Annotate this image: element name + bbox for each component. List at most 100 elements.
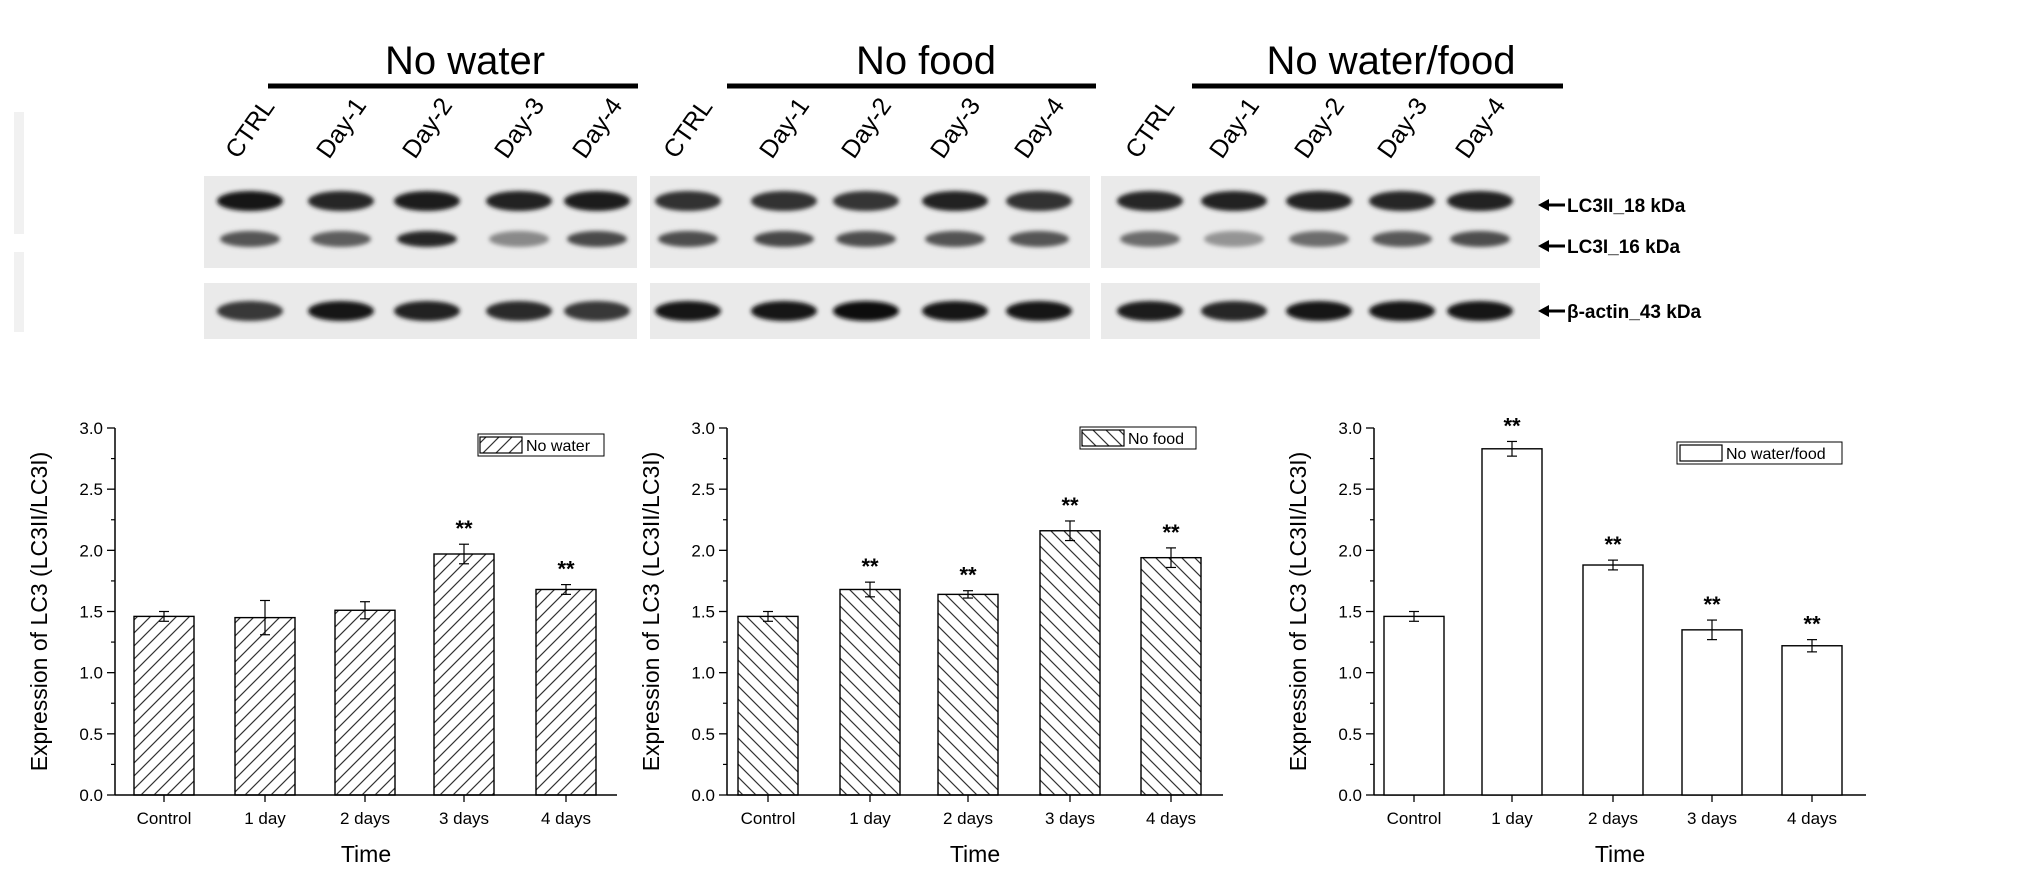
blot-band-lc3i [754,231,814,247]
y-tick-label: 1.5 [79,603,103,622]
bar [839,588,901,796]
significance-marker: ** [1162,520,1180,545]
y-tick-label: 3.0 [691,419,715,438]
x-tick-label: Control [137,809,192,828]
bar [1383,615,1445,796]
y-tick-label: 1.5 [1338,603,1362,622]
marker-arrow-head [1538,199,1549,211]
blot-band-actin [1117,301,1183,321]
bar-charts: 0.0 0.5 1.0 1.5 2.0 2.5 3.0 Control 1 day 2 days *… [26,413,1866,867]
blot-band-lc3ii [217,191,283,211]
blot-lane-label: Day-2 [1289,93,1350,164]
x-tick-label: 1 day [849,809,891,828]
y-tick-label: 0.5 [691,725,715,744]
y-tick-label: 2.0 [79,541,103,560]
marker-label: LC3II_18 kDa [1567,196,1686,217]
y-tick-label: 2.5 [79,480,103,499]
significance-marker: ** [1803,612,1821,637]
blot-band-lc3i [836,231,896,247]
blot-band-actin [1006,301,1072,321]
significance-marker: ** [959,563,977,588]
bar [1481,448,1543,796]
blot-band-actin [922,301,988,321]
blot-lane-label: Day-4 [1450,93,1511,164]
bar [1039,530,1101,796]
blot-lane-label: Day-1 [311,93,372,164]
marker-label: β-actin_43 kDa [1567,302,1702,323]
significance-marker: ** [861,554,879,579]
blot-band-actin [1286,301,1352,321]
blot-band-lc3ii [655,191,721,211]
blot-band-actin [394,301,460,321]
x-tick-label: Control [1387,809,1442,828]
y-axis-label: Expression of LC3 (LC3II/LC3I) [1285,452,1311,772]
y-tick-label: 2.0 [691,541,715,560]
bar [535,588,597,796]
blot-band-actin [751,301,817,321]
bar [433,553,495,796]
y-tick-label: 3.0 [79,419,103,438]
y-tick-label: 2.0 [1338,541,1362,560]
blot-band-lc3i [489,231,549,247]
blot-condition-title: No water [385,39,545,83]
blot-band-lc3ii [564,191,630,211]
blot-membrane-lc3 [204,176,637,268]
y-tick-label: 0.5 [1338,725,1362,744]
blot-band-lc3ii [1201,191,1267,211]
blot-band-lc3i [658,231,718,247]
blot-band-actin [1447,301,1513,321]
y-tick-label: 0.0 [691,786,715,805]
bar [334,609,396,796]
bar [1781,645,1843,796]
blot-band-lc3i [220,231,280,247]
blot-band-lc3i [1009,231,1069,247]
blot-band-actin [1369,301,1435,321]
legend-swatch [1679,444,1723,462]
x-tick-label: 4 days [1146,809,1196,828]
blot-band-lc3ii [1286,191,1352,211]
blot-band-actin [655,301,721,321]
blot-membrane-lc3 [1101,176,1540,268]
blot-band-lc3i [1120,231,1180,247]
legend-label: No water/food [1726,446,1826,463]
x-tick-label: 3 days [1045,809,1095,828]
y-tick-label: 0.0 [79,786,103,805]
blot-band-lc3i [1289,231,1349,247]
blot-band-actin [1201,301,1267,321]
x-axis-label: Time [950,841,1000,867]
bar [737,615,799,796]
x-tick-label: 2 days [1588,809,1638,828]
marker-label: LC3I_16 kDa [1567,237,1680,258]
x-tick-label: 4 days [541,809,591,828]
blot-lane-label: Day-3 [925,93,986,164]
blot-lane-label: CTRL [658,94,718,164]
y-tick-label: 2.5 [1338,480,1362,499]
legend-label: No water [526,438,591,455]
significance-marker: ** [1503,413,1521,438]
bar [1582,564,1644,796]
y-tick-label: 2.5 [691,480,715,499]
blot-band-actin [833,301,899,321]
blot-band-lc3i [925,231,985,247]
significance-marker: ** [557,557,575,582]
y-tick-label: 1.0 [1338,664,1362,683]
blot-band-lc3ii [308,191,374,211]
blot-band-lc3i [567,231,627,247]
y-tick-label: 1.5 [691,603,715,622]
significance-marker: ** [1703,592,1721,617]
blot-lane-label: Day-2 [397,93,458,164]
blot-band-lc3i [397,231,457,247]
blot-band-lc3i [1450,231,1510,247]
blot-band-actin [217,301,283,321]
x-tick-label: 1 day [244,809,286,828]
blot-band-lc3ii [833,191,899,211]
x-tick-label: 3 days [1687,809,1737,828]
significance-marker: ** [1061,493,1079,518]
significance-marker: ** [1604,532,1622,557]
legend-swatch [479,436,523,454]
marker-arrow-head [1538,240,1549,252]
x-axis-label: Time [341,841,391,867]
blot-lane-label: Day-4 [567,93,628,164]
bar [234,616,296,796]
